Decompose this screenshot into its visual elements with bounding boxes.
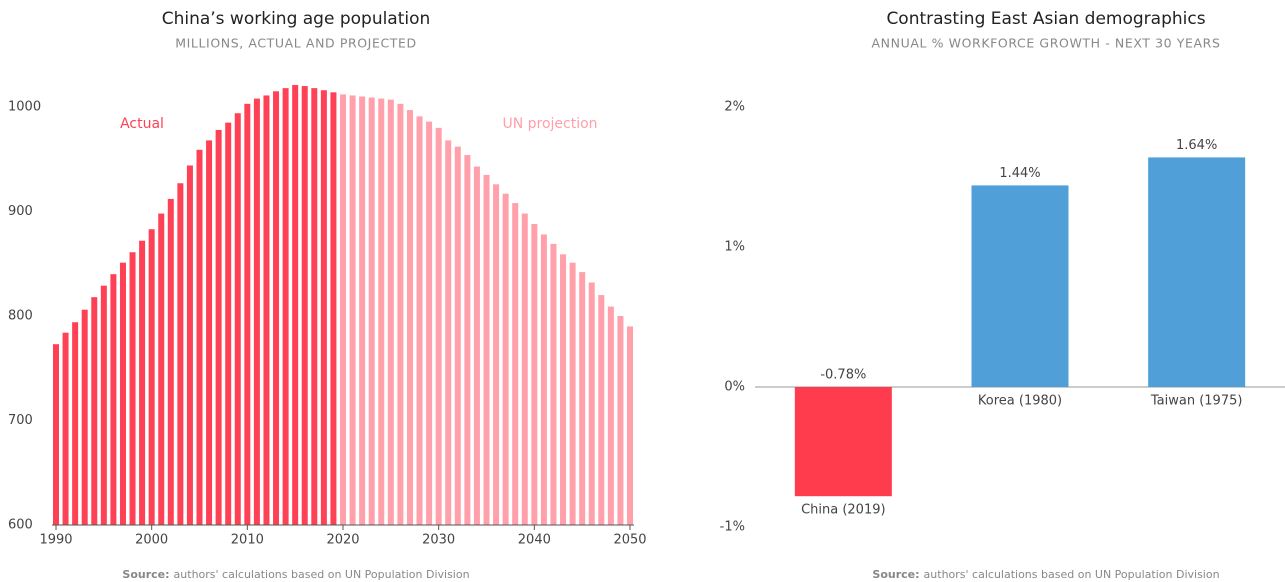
x-tick-label: 2050 [613, 533, 646, 548]
bar [110, 274, 117, 525]
y-tick-label: -1% [720, 520, 745, 535]
bar [244, 103, 251, 525]
bar [588, 282, 595, 525]
bar [971, 185, 1069, 387]
category-label: Taiwan (1975) [1150, 394, 1243, 409]
bar [473, 166, 480, 525]
bar [72, 322, 79, 525]
y-tick-label: 1% [724, 240, 745, 255]
bar [62, 332, 69, 525]
bar [330, 92, 337, 525]
bar [1148, 157, 1246, 387]
bar [206, 140, 213, 525]
category-label: Korea (1980) [978, 394, 1062, 409]
bar [569, 262, 576, 525]
bar [378, 98, 385, 525]
bar [426, 121, 433, 525]
bar [320, 90, 327, 525]
y-tick-label: 1000 [8, 99, 41, 114]
y-tick-label: 900 [8, 204, 33, 219]
bar [794, 387, 892, 497]
y-tick-label: 2% [724, 100, 745, 115]
bar [91, 297, 98, 525]
bar [273, 91, 280, 526]
x-tick-label: 2020 [326, 533, 359, 548]
bar [406, 110, 413, 525]
bar [311, 88, 318, 526]
source-label: Source: [872, 568, 919, 581]
series-label: Actual [120, 116, 164, 132]
source: Source: authors' calculations based on UN… [872, 568, 1219, 581]
bar [253, 98, 260, 525]
bar [560, 254, 567, 525]
bar [301, 86, 308, 526]
value-label: -0.78% [820, 368, 866, 383]
bar [119, 262, 126, 525]
bar [359, 96, 366, 526]
bar [435, 127, 442, 526]
bar [493, 184, 500, 525]
bar [81, 309, 88, 525]
value-label: 1.44% [999, 166, 1040, 181]
x-tick-label: 1990 [39, 533, 72, 548]
y-tick-label: 800 [8, 308, 33, 323]
bar [617, 315, 624, 525]
bar [282, 88, 289, 526]
bar [531, 224, 538, 525]
bar [512, 203, 519, 525]
x-tick-label: 2030 [422, 533, 455, 548]
bar [502, 193, 509, 526]
chart-title: China’s working age population [162, 9, 431, 29]
bar [234, 113, 241, 526]
bar [387, 99, 394, 526]
source-text: authors' calculations based on UN Popula… [924, 568, 1220, 581]
source-label: Source: [122, 568, 169, 581]
bar [158, 213, 165, 525]
bar [454, 146, 461, 525]
series-label: UN projection [502, 116, 597, 132]
bar [540, 234, 547, 525]
bar [129, 252, 136, 525]
bar [292, 85, 299, 526]
bar [177, 183, 184, 525]
bar [349, 95, 356, 525]
bar [196, 149, 203, 525]
bar [416, 116, 423, 526]
bar [263, 95, 270, 525]
bar [215, 129, 222, 525]
y-tick-label: 700 [8, 413, 33, 428]
chart-title: Contrasting East Asian demographics [886, 9, 1205, 29]
bar [607, 306, 614, 525]
x-tick-label: 2010 [231, 533, 264, 548]
chart-subtitle: ANNUAL % WORKFORCE GROWTH - NEXT 30 YEAR… [872, 36, 1221, 51]
y-tick-label: 0% [724, 380, 745, 395]
category-label: China (2019) [801, 503, 886, 518]
value-label: 1.64% [1176, 138, 1217, 153]
bar [521, 213, 528, 525]
bar [445, 140, 452, 525]
bar [483, 174, 490, 525]
bar [368, 97, 375, 526]
bar [550, 243, 557, 526]
x-tick-label: 2000 [135, 533, 168, 548]
bar [148, 229, 155, 525]
bar [100, 285, 107, 525]
y-tick-label: 600 [8, 518, 33, 533]
chart-subtitle: MILLIONS, ACTUAL AND PROJECTED [175, 36, 417, 51]
source-text: authors' calculations based on UN Popula… [174, 568, 470, 581]
bar [53, 344, 59, 525]
bar [225, 122, 232, 525]
bar [579, 272, 586, 525]
bar [464, 155, 471, 525]
bar [397, 103, 404, 525]
bar [139, 240, 146, 525]
bar [598, 295, 605, 525]
bar [186, 165, 193, 526]
bar [627, 326, 633, 525]
bar [167, 198, 174, 526]
bar [340, 94, 346, 525]
x-tick-label: 2040 [518, 533, 551, 548]
source: Source: authors' calculations based on UN… [122, 568, 469, 581]
